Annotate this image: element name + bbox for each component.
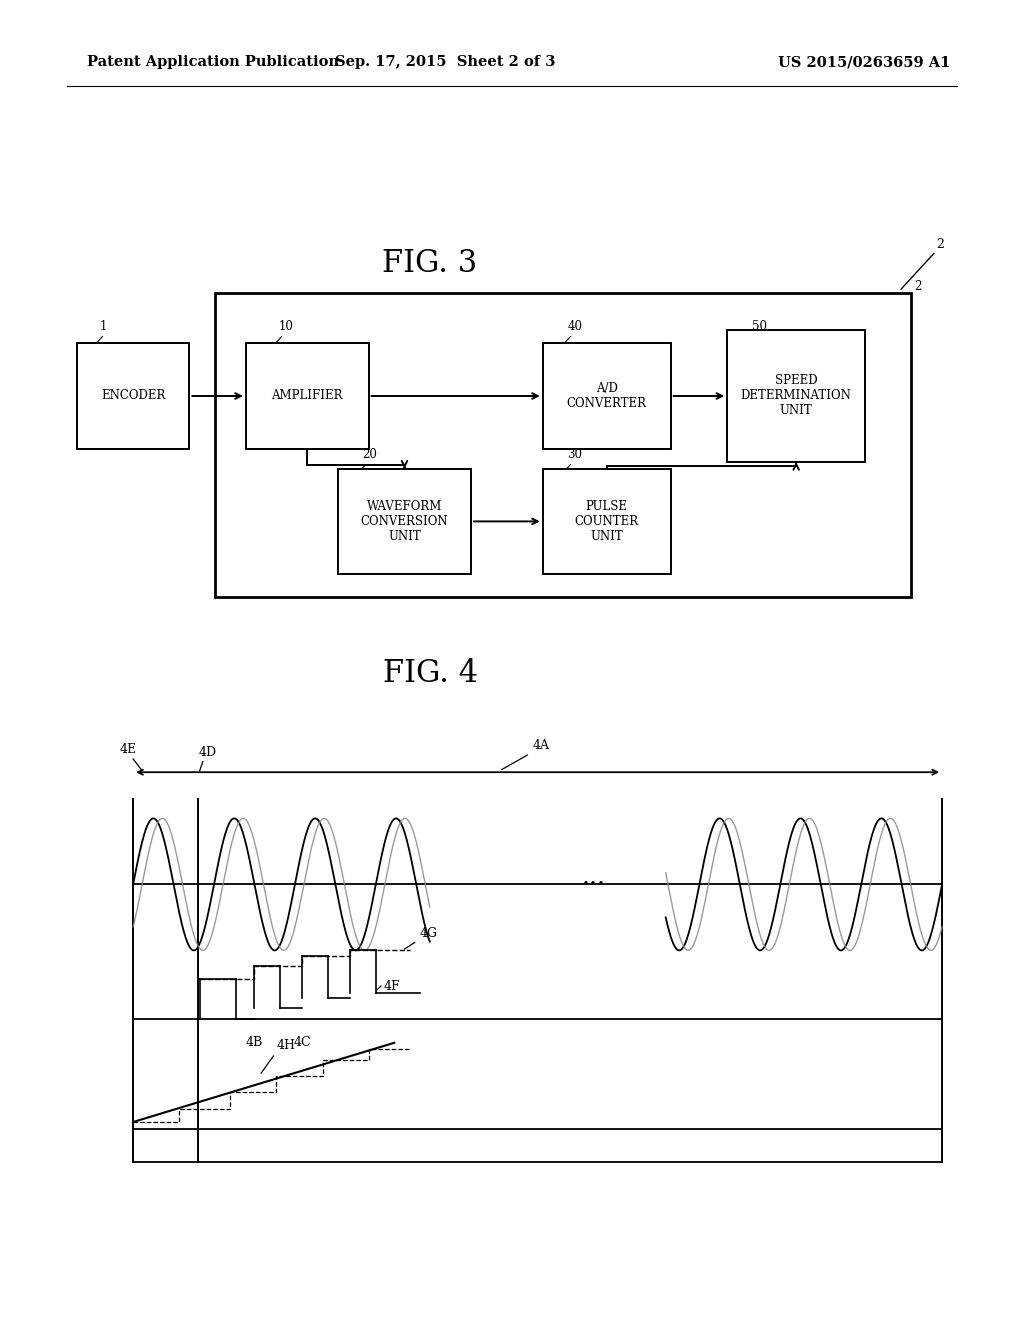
Text: ...: ... <box>582 866 606 890</box>
Text: 30: 30 <box>567 447 583 461</box>
Text: 4F: 4F <box>384 979 400 993</box>
Text: 4H: 4H <box>276 1039 296 1052</box>
Text: A/D
CONVERTER: A/D CONVERTER <box>566 381 647 411</box>
Text: 2: 2 <box>914 280 922 293</box>
Text: 4C: 4C <box>293 1036 311 1049</box>
Text: 40: 40 <box>567 319 583 333</box>
Text: Sep. 17, 2015  Sheet 2 of 3: Sep. 17, 2015 Sheet 2 of 3 <box>335 55 556 69</box>
Text: AMPLIFIER: AMPLIFIER <box>271 389 343 403</box>
Bar <box>543 343 671 449</box>
Text: US 2015/0263659 A1: US 2015/0263659 A1 <box>778 55 950 69</box>
Text: 4G: 4G <box>420 927 438 940</box>
Bar <box>727 330 865 462</box>
Bar <box>543 469 671 574</box>
Text: 4D: 4D <box>199 746 217 759</box>
Text: Patent Application Publication: Patent Application Publication <box>87 55 339 69</box>
Bar <box>246 343 369 449</box>
Text: PULSE
COUNTER
UNIT: PULSE COUNTER UNIT <box>574 500 639 543</box>
Text: FIG. 3: FIG. 3 <box>382 248 478 280</box>
Text: 4E: 4E <box>120 743 136 756</box>
Text: 10: 10 <box>279 319 294 333</box>
Text: SPEED
DETERMINATION
UNIT: SPEED DETERMINATION UNIT <box>740 375 852 417</box>
Text: 4A: 4A <box>532 739 550 752</box>
Text: ENCODER: ENCODER <box>101 389 165 403</box>
Text: 1: 1 <box>99 319 106 333</box>
Bar <box>215 293 911 597</box>
Text: FIG. 4: FIG. 4 <box>383 657 477 689</box>
Text: 2: 2 <box>936 238 944 251</box>
Text: 4B: 4B <box>246 1036 262 1049</box>
Text: 50: 50 <box>752 319 767 333</box>
Text: WAVEFORM
CONVERSION
UNIT: WAVEFORM CONVERSION UNIT <box>360 500 449 543</box>
Bar <box>77 343 189 449</box>
Bar <box>338 469 471 574</box>
Text: 20: 20 <box>362 447 378 461</box>
